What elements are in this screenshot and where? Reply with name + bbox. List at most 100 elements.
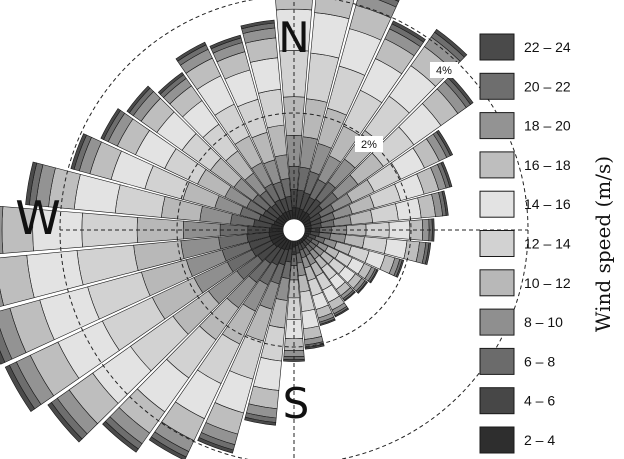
legend-label-4: 14 – 16 (524, 196, 571, 212)
legend-swatch-3 (479, 151, 515, 179)
sector-34 (209, 34, 292, 221)
legend-label-0: 22 – 24 (524, 39, 571, 55)
sector-31-bin-10 (126, 85, 151, 114)
sector-24 (4, 234, 286, 412)
legend-swatch-9 (479, 387, 515, 415)
sector-3 (298, 20, 426, 222)
sector-16 (296, 239, 336, 326)
sector-15 (298, 238, 350, 318)
sector-19-bin-10 (244, 416, 277, 426)
legend: 22 – 24 20 – 22 18 – 20 16 – 18 14 – 16 12 – … (479, 33, 571, 454)
sector-35-bin-10 (240, 19, 275, 30)
ring-label-4: 4% (436, 65, 452, 77)
sector-18-bin-10 (283, 358, 305, 362)
sector-6 (302, 129, 454, 226)
sector-30-bin-10 (100, 108, 121, 140)
legend-label-2: 18 – 20 (524, 118, 571, 134)
legend-swatch-7 (479, 308, 515, 336)
reference-rings (59, 0, 529, 459)
legend-label-9: 4 – 6 (524, 393, 555, 409)
sector-15-bin-10 (334, 307, 350, 318)
sector-11 (303, 232, 405, 278)
sector-7 (303, 161, 453, 228)
direction-south-label: S (283, 379, 310, 428)
legend-label-7: 8 – 10 (524, 314, 563, 330)
sector-25-bin-10 (0, 350, 6, 365)
sector-33-bin-10 (175, 41, 207, 62)
sector-14 (299, 237, 356, 302)
direction-west-label: W (15, 191, 60, 245)
sector-28 (25, 161, 284, 230)
legend-label-3: 16 – 18 (524, 157, 571, 173)
sector-12-bin-10 (369, 269, 379, 284)
sector-8-bin-10 (441, 190, 449, 216)
legend-swatch-5 (479, 230, 515, 257)
sector-19 (244, 240, 294, 426)
legend-swatch-2 (479, 112, 515, 140)
ring-label-4-bg (430, 62, 458, 78)
legend-label-5: 12 – 14 (524, 236, 571, 252)
sector-14-bin-10 (343, 291, 356, 302)
sector-22 (102, 237, 289, 453)
sector-23-bin-10 (47, 402, 83, 443)
sector-10 (304, 230, 432, 266)
legend-swatch-0 (479, 33, 515, 61)
sector-27-bin-8 (0, 206, 4, 254)
sector-3-bin-10 (391, 20, 426, 43)
legend-swatch-6 (479, 269, 515, 297)
sector-25 (0, 232, 285, 365)
sector-26-bin-8 (0, 288, 5, 307)
sector-32-bin-10 (157, 72, 185, 95)
legend-label-8: 6 – 8 (524, 353, 555, 369)
rose-petals (0, 0, 474, 459)
sector-34-bin-10 (209, 34, 242, 50)
sector-13 (301, 235, 369, 294)
direction-north-label: N (278, 13, 309, 62)
sector-33 (175, 41, 290, 222)
sector-8 (304, 190, 449, 230)
center-hole (282, 218, 306, 242)
sector-9-bin-4 (346, 223, 367, 237)
legend-label-10: 2 – 4 (524, 432, 555, 448)
legend-label-1: 20 – 22 (524, 78, 571, 94)
sector-21 (148, 238, 290, 459)
sector-17 (294, 240, 325, 350)
sector-9-bin-10 (431, 218, 435, 242)
ring-label-2-bg (355, 136, 383, 152)
sector-30 (100, 108, 286, 226)
sector-16-bin-10 (319, 318, 336, 326)
sector-24-bin-10 (4, 364, 36, 412)
sector-28-bin-10 (25, 161, 38, 206)
sector-13-bin-10 (357, 281, 369, 294)
ring-label-2: 2% (361, 139, 377, 151)
sector-2 (296, 0, 400, 221)
sector-12 (302, 234, 379, 284)
sector-22-bin-10 (102, 420, 139, 453)
sector-4-bin-10 (434, 28, 468, 58)
sector-11-bin-10 (395, 259, 405, 278)
sector-35 (240, 19, 294, 220)
legend-swatch-4 (479, 190, 515, 218)
sector-29 (70, 133, 285, 228)
legend-swatch-1 (479, 72, 515, 100)
sector-31 (126, 85, 287, 225)
ring-0 (176, 112, 412, 348)
sector-23 (47, 235, 287, 443)
sector-2-bin-10 (394, 0, 400, 2)
legend-swatch-10 (479, 426, 515, 454)
legend-label-6: 10 – 12 (524, 275, 571, 291)
sector-5 (301, 75, 474, 225)
sector-32 (157, 72, 289, 223)
sector-20-bin-10 (197, 437, 234, 454)
sector-29-bin-10 (70, 133, 87, 170)
sector-10-bin-10 (424, 242, 432, 266)
sector-1-bin-7 (314, 0, 355, 20)
sector-17-bin-10 (304, 343, 325, 350)
sector-6-bin-10 (436, 129, 454, 157)
legend-swatch-8 (479, 347, 515, 375)
sector-20 (197, 239, 292, 454)
legend-title: Wind speed (m/s) (591, 156, 615, 332)
sector-26 (0, 230, 284, 307)
sector-7-bin-10 (440, 161, 453, 188)
